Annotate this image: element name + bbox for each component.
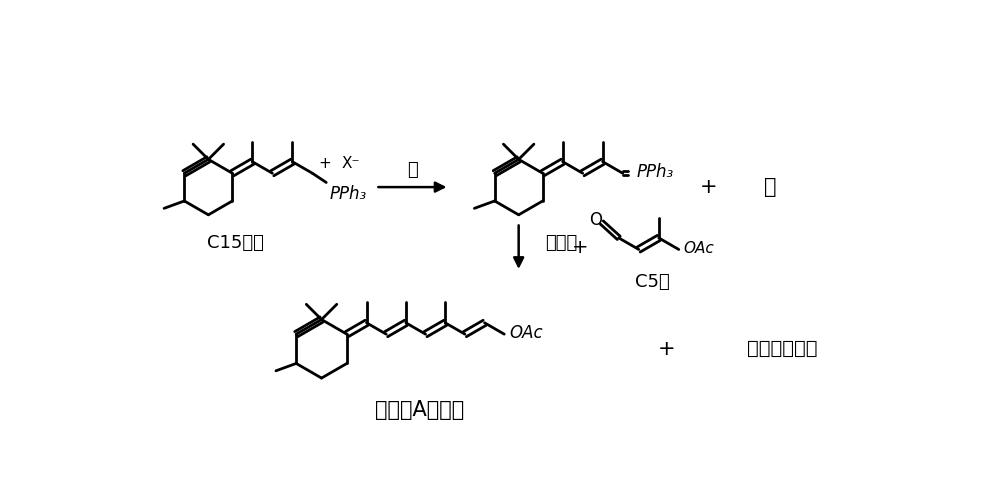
Text: +: +: [572, 238, 589, 257]
Text: OAc: OAc: [683, 241, 714, 256]
Text: PPh₃: PPh₃: [329, 185, 366, 203]
Text: PPh₃: PPh₃: [637, 163, 674, 181]
Text: OAc: OAc: [509, 325, 542, 342]
Text: C15膦盐: C15膦盐: [207, 234, 264, 251]
Text: +: +: [658, 339, 675, 359]
Text: O: O: [589, 211, 602, 229]
Text: 碱: 碱: [407, 161, 418, 179]
Text: X⁻: X⁻: [342, 157, 360, 171]
Text: 盐: 盐: [764, 177, 777, 197]
Text: +: +: [319, 157, 331, 171]
Text: +: +: [700, 177, 718, 197]
Text: 维生素A醋酸酯: 维生素A醋酸酯: [375, 401, 465, 420]
Text: 三苯基氧化膦: 三苯基氧化膦: [747, 339, 817, 358]
Text: 叶立德: 叶立德: [545, 234, 577, 251]
Text: C5醛: C5醛: [635, 273, 670, 291]
